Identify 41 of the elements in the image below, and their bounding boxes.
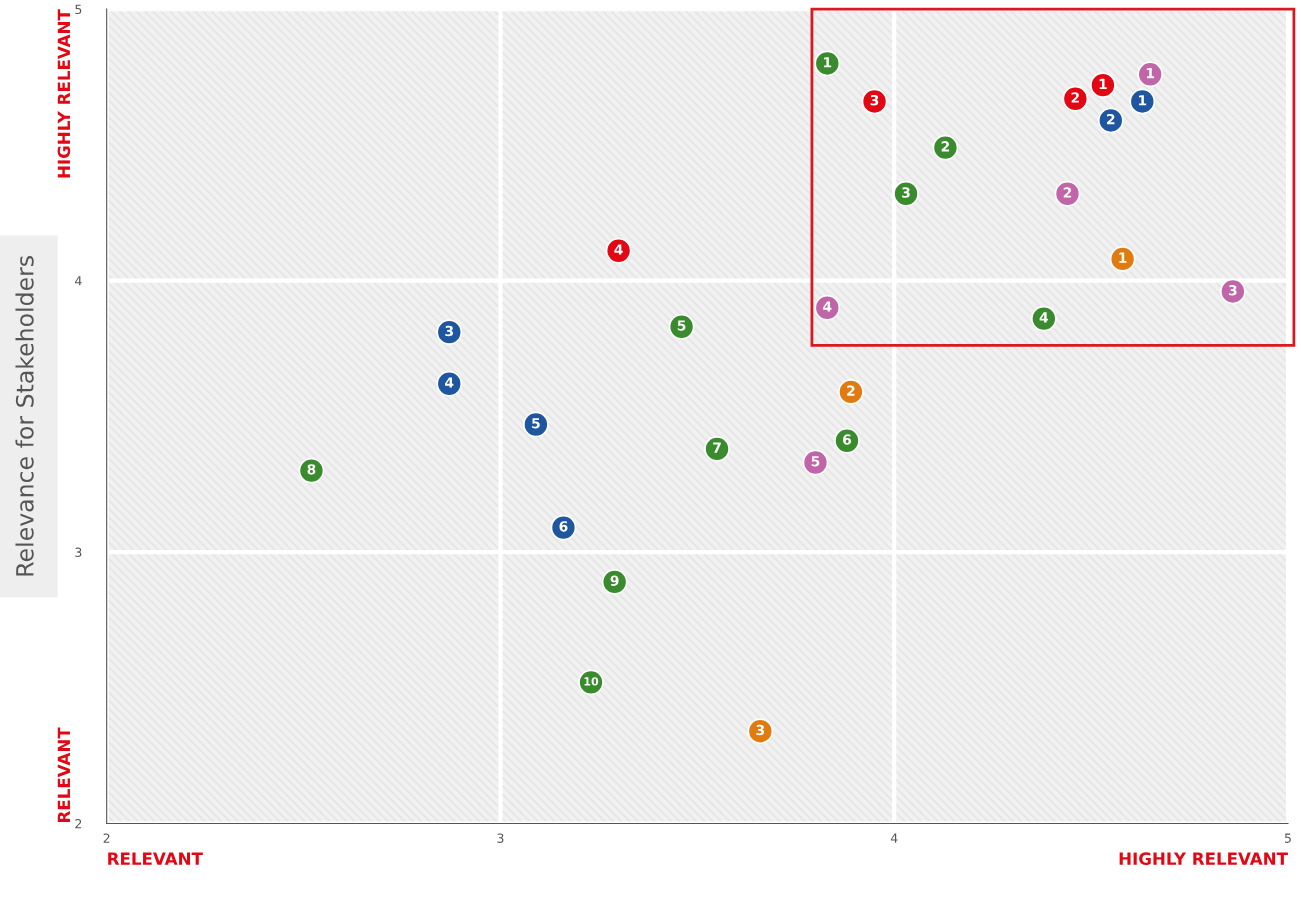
annotation: 3 [445,325,453,337]
y-axis-title: Relevance for Stakeholders [15,256,34,576]
annotation: 6 [843,434,852,445]
annotation: 5 [677,320,686,331]
annotation: 2 [1071,92,1079,103]
annotation: 6 [559,521,568,532]
annotation: 10 [584,677,599,686]
annotation: 5 [811,456,820,467]
annotation: 8 [307,464,316,475]
annotation: 2 [1107,113,1115,125]
text: RELEVANT [57,727,70,822]
text: HIGHLY RELEVANT [1119,852,1288,865]
annotation: 1 [824,57,832,68]
text: HIGHLY RELEVANT [57,9,71,178]
annotation: 1 [1119,252,1127,263]
annotation: 1 [1099,78,1107,89]
x-tick-label: 4 [890,833,898,843]
y-tick-label: 4 [75,276,82,286]
x-tick-label: 5 [1284,833,1291,843]
annotation: 1 [1146,68,1155,79]
annotation: 9 [610,575,619,586]
y-tick-label: 3 [75,547,82,557]
annotation: 3 [1228,284,1237,296]
annotation: 7 [713,442,721,453]
annotation: 3 [870,94,879,106]
annotation: 1 [1139,95,1147,106]
x-tick-label: 3 [497,833,504,843]
y-tick-label: 2 [75,818,82,829]
annotation: 3 [756,724,765,736]
annotation: 4 [614,244,623,255]
annotation: 3 [902,187,910,198]
annotation: 2 [847,385,855,396]
text: RELEVANT [108,852,203,865]
annotation: 4 [1039,312,1049,323]
annotation: 2 [941,141,950,152]
x-tick-label: 2 [103,833,110,843]
annotation: 4 [823,301,832,312]
annotation: 4 [445,377,454,388]
y-tick-label: 5 [75,4,82,15]
annotation: 2 [1063,187,1072,198]
annotation: 5 [532,418,540,429]
